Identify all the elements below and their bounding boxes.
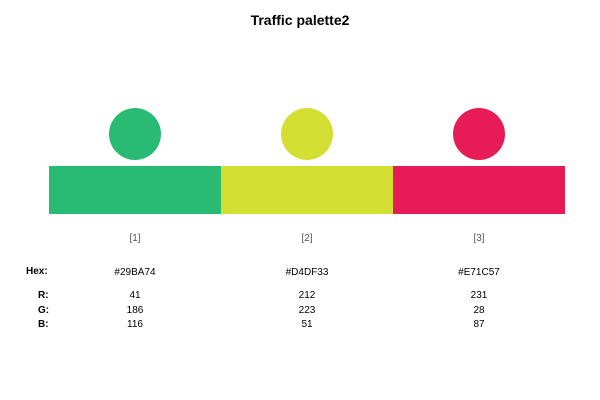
swatch-circle-2 [281,108,333,160]
swatch-index-1: [1] [129,233,141,244]
r-value-2: 212 [298,290,316,301]
b-value-1: 116 [127,319,143,330]
swatch-index-2: [2] [301,233,313,244]
r-value-1: 41 [129,290,141,301]
swatch-bar-1 [49,166,221,214]
hex-value-2: #D4DF33 [285,267,329,278]
swatch-circle-1 [109,108,161,160]
palette-title: Traffic palette2 [250,12,350,28]
r-row-label: R: [38,290,49,301]
swatch-bar-3 [393,166,565,214]
g-row-label: G: [38,305,50,316]
g-value-2: 223 [298,305,316,316]
b-row-label: B: [38,319,49,330]
hex-row-label: Hex: [26,266,48,277]
swatch-circle-3 [453,108,505,160]
swatch-index-3: [3] [473,233,485,244]
swatch-bar-2 [221,166,393,214]
hex-value-1: #29BA74 [114,267,156,278]
b-value-2: 51 [301,319,313,330]
b-value-3: 87 [473,319,485,330]
g-value-3: 28 [473,305,485,316]
g-value-1: 186 [126,305,144,316]
r-value-3: 231 [470,290,488,301]
hex-value-3: #E71C57 [458,267,500,278]
